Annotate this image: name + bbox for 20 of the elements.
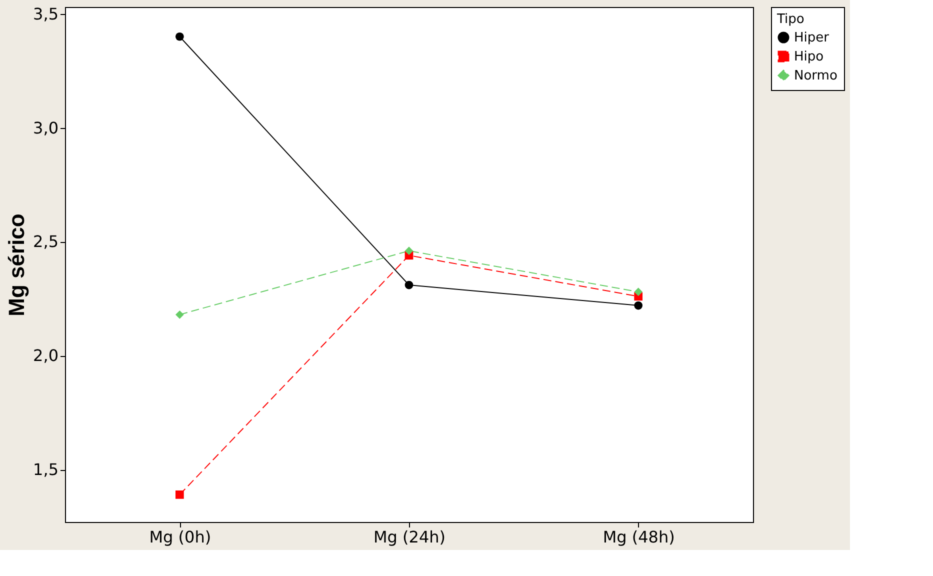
y-tick-label: 2,5 bbox=[33, 232, 58, 252]
y-tick-label: 3,5 bbox=[33, 4, 58, 24]
y-tick-label: 2,0 bbox=[33, 346, 58, 366]
x-tick-label: Mg (0h) bbox=[149, 528, 212, 546]
legend-label: Normo bbox=[794, 68, 838, 84]
point bbox=[404, 246, 414, 256]
point bbox=[634, 288, 643, 296]
point bbox=[404, 280, 414, 290]
legend-title: Tipo bbox=[776, 12, 804, 27]
x-tick-label: Mg (24h) bbox=[373, 528, 446, 546]
point bbox=[175, 490, 184, 499]
x-tick-label: Mg (48h) bbox=[602, 528, 675, 546]
point bbox=[175, 32, 184, 41]
y-tick-label: 3,0 bbox=[33, 118, 58, 138]
y-axis-title: Mg sérico bbox=[4, 214, 30, 316]
point bbox=[175, 310, 184, 319]
legend-label: Hipo bbox=[794, 50, 824, 64]
legend-label: Hiper bbox=[794, 30, 830, 46]
y-tick-label: 1,5 bbox=[33, 460, 58, 480]
point bbox=[634, 301, 643, 310]
